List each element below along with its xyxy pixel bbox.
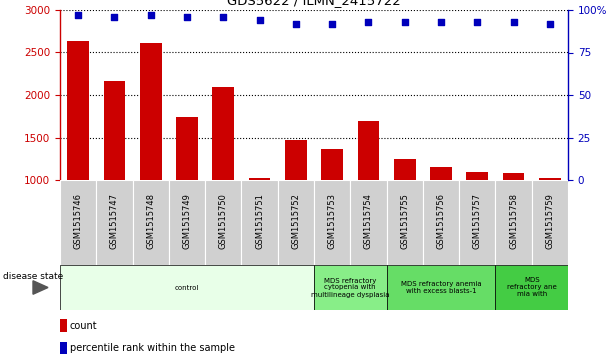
Point [218,14,228,20]
Bar [350,180,387,265]
Text: GSM1515746: GSM1515746 [74,193,83,249]
Point [74,12,83,18]
Bar [496,265,568,310]
Bar [133,180,169,265]
Point [400,19,410,25]
Title: GDS5622 / ILMN_2415722: GDS5622 / ILMN_2415722 [227,0,401,8]
Bar [278,180,314,265]
Text: GSM1515759: GSM1515759 [545,193,554,249]
Bar [103,81,125,180]
Bar [423,180,459,265]
Bar [249,178,271,180]
Bar [314,180,350,265]
Bar [321,150,343,180]
Point [255,17,264,23]
Bar [358,121,379,180]
Text: GSM1515747: GSM1515747 [110,193,119,249]
Text: GSM1515753: GSM1515753 [328,193,337,249]
Bar [387,265,496,310]
Bar [387,180,423,265]
Bar [67,41,89,180]
Text: GSM1515758: GSM1515758 [509,193,518,249]
Bar [60,342,67,354]
Point [182,14,192,20]
Text: GSM1515749: GSM1515749 [182,193,192,249]
Text: GSM1515757: GSM1515757 [473,193,482,249]
Bar [176,117,198,180]
Point [509,19,519,25]
Point [436,19,446,25]
Point [364,19,373,25]
Text: GSM1515751: GSM1515751 [255,193,264,249]
Bar [503,173,525,180]
Bar [96,180,133,265]
Bar [496,180,532,265]
Text: MDS
refractory ane
mia with: MDS refractory ane mia with [507,277,556,298]
Text: GSM1515756: GSM1515756 [437,193,446,249]
Text: disease state: disease state [3,272,63,281]
Point [545,21,554,26]
Text: GSM1515752: GSM1515752 [291,193,300,249]
Bar [466,172,488,180]
Bar [285,140,307,180]
Text: GSM1515748: GSM1515748 [146,193,155,249]
Text: MDS refractory anemia
with excess blasts-1: MDS refractory anemia with excess blasts… [401,281,482,294]
Point [472,19,482,25]
Bar [140,43,162,180]
Bar [60,265,314,310]
Text: GSM1515750: GSM1515750 [219,193,228,249]
Text: GSM1515754: GSM1515754 [364,193,373,249]
Bar [459,180,496,265]
Bar [205,180,241,265]
Bar [169,180,205,265]
Point [291,21,301,26]
Bar [430,167,452,180]
Point [327,21,337,26]
Text: control: control [175,285,199,290]
Text: GSM1515755: GSM1515755 [400,193,409,249]
Bar [212,87,234,180]
Bar [241,180,278,265]
Bar [60,180,96,265]
Text: percentile rank within the sample: percentile rank within the sample [70,343,235,353]
Polygon shape [33,281,48,294]
Text: count: count [70,321,97,331]
Point [109,14,119,20]
Bar [539,178,561,180]
Bar [314,265,387,310]
Point [146,12,156,18]
Text: MDS refractory
cytopenia with
multilineage dysplasia: MDS refractory cytopenia with multilinea… [311,277,390,298]
Bar [60,319,67,332]
Bar [532,180,568,265]
Bar [394,159,416,180]
